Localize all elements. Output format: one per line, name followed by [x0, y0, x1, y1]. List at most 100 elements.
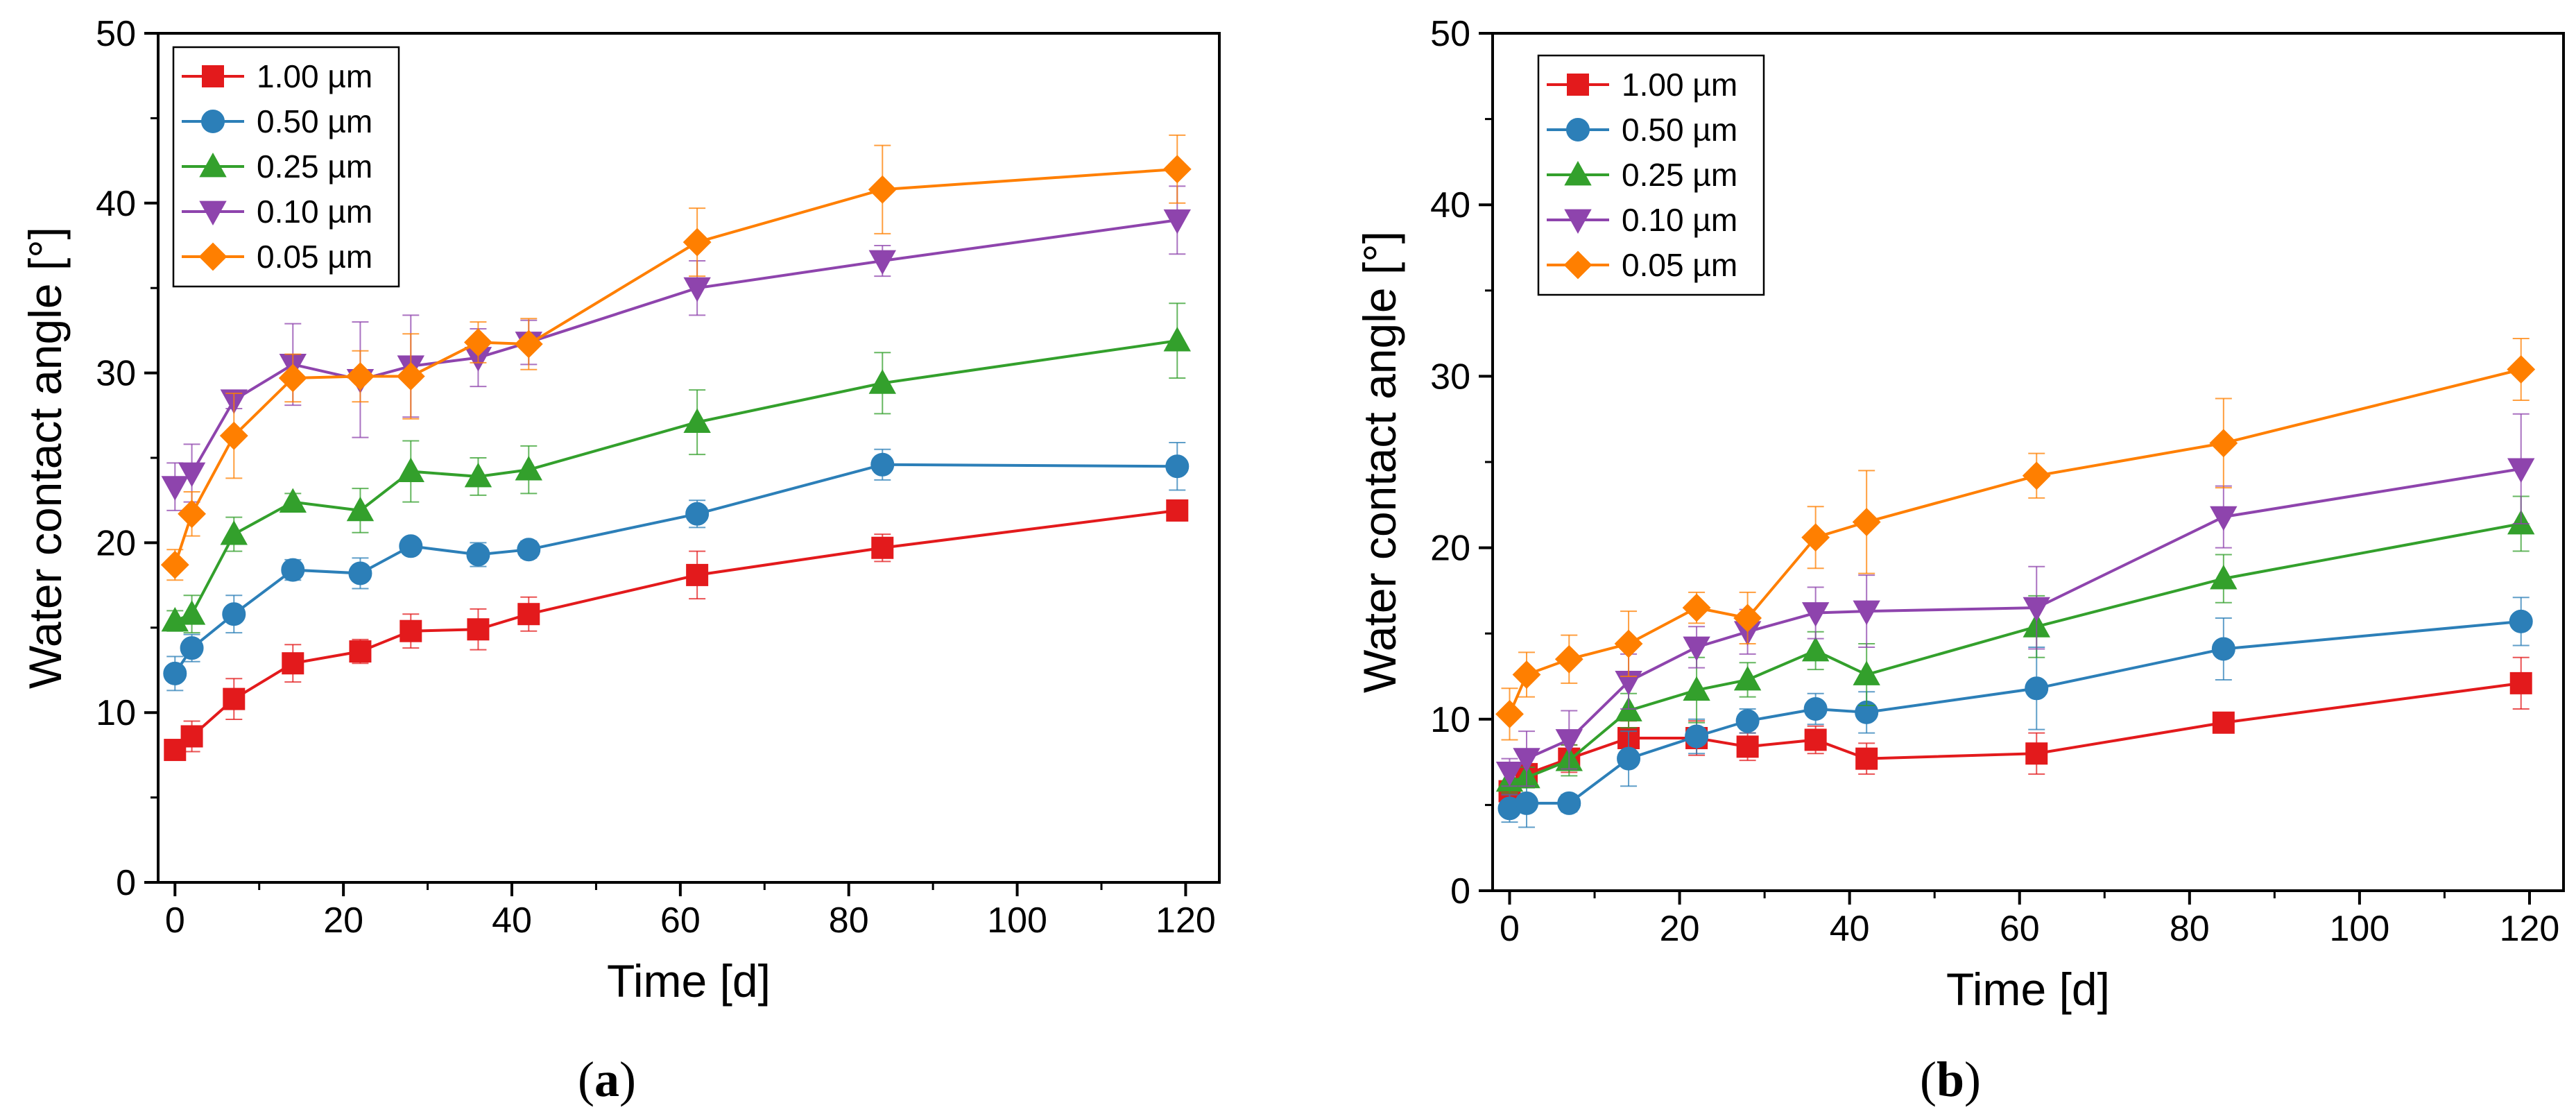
chart-a-legend-marker-3 — [199, 200, 227, 226]
chart-a-legend-marker-4 — [198, 242, 227, 271]
chart-b-point-1-5 — [1735, 709, 1760, 733]
chart-b-point-0-10 — [2509, 672, 2532, 694]
chart-b-point-1-4 — [1685, 724, 1709, 749]
chart-a-point-2-3 — [279, 488, 307, 513]
chart-a-legend-label-3: 0.10 µm — [257, 194, 372, 230]
chart-b-point-2-4 — [1683, 676, 1710, 701]
chart-a-point-4-8 — [682, 228, 712, 257]
chart-a-point-0-3 — [282, 652, 304, 675]
chart-b-point-3-1 — [1513, 748, 1540, 773]
chart-b-series-4 — [1495, 338, 2536, 741]
chart-a-point-1-3 — [281, 558, 305, 582]
chart-a-series-line-1 — [173, 463, 1178, 674]
chart-a-legend-marker-1 — [201, 110, 225, 133]
chart-b-ytick-label-1: 10 — [1430, 700, 1470, 740]
chart-a-point-1-6 — [466, 542, 490, 567]
chart-b-point-0-8 — [2025, 742, 2048, 765]
chart-b-xtick-label-4: 80 — [2170, 909, 2210, 949]
chart-a-point-2-6 — [464, 462, 492, 488]
chart-b-point-0-7 — [1855, 747, 1878, 770]
chart-a-point-4-3 — [278, 363, 307, 393]
chart-a-legend-marker-2 — [199, 152, 227, 178]
chart-b-point-4-6 — [1801, 523, 1830, 552]
chart-a-point-3-9 — [868, 250, 896, 275]
chart-a-xtick-label-1: 20 — [323, 900, 363, 941]
chart-b-point-4-5 — [1733, 604, 1762, 633]
chart-b-point-1-2 — [1557, 791, 1581, 815]
chart-a-point-1-8 — [685, 502, 710, 526]
caption-a: (a) — [578, 1052, 636, 1107]
chart-a-legend-label-0: 1.00 µm — [257, 58, 372, 94]
chart-a-point-4-1 — [178, 499, 206, 529]
chart-a-xtick-label-0: 0 — [165, 900, 185, 941]
chart-a-point-1-7 — [517, 538, 541, 562]
chart-b-series-line-1 — [1509, 619, 2521, 810]
chart-a-point-2-1 — [178, 600, 206, 625]
chart-b-point-4-4 — [1682, 593, 1711, 622]
chart-a-point-4-6 — [464, 328, 492, 357]
chart-a-ylabel: Water contact angle [°] — [19, 227, 71, 689]
chart-b-point-3-4 — [1683, 636, 1710, 662]
chart-b-xtick-label-5: 100 — [2330, 909, 2390, 949]
chart-a-point-0-9 — [871, 536, 894, 559]
chart-b-legend-marker-1 — [1566, 118, 1590, 142]
chart-b-point-3-2 — [1555, 729, 1583, 754]
chart-b-xtick-label-1: 20 — [1660, 909, 1700, 949]
chart-b-legend-marker-4 — [1563, 250, 1592, 280]
chart-b-ytick-label-5: 50 — [1430, 14, 1470, 54]
chart-b-point-1-9 — [2211, 637, 2235, 661]
chart-a-ytick-label-5: 50 — [96, 14, 136, 54]
chart-b-series-line-2 — [1509, 522, 2522, 782]
chart-a-xlabel: Time [d] — [607, 955, 771, 1007]
chart-a-point-1-1 — [180, 636, 204, 660]
chart-b-xtick-label-3: 60 — [2000, 909, 2040, 949]
chart-b-point-2-6 — [1801, 636, 1830, 662]
chart-a-point-2-9 — [868, 369, 896, 394]
chart-b-point-3-10 — [2507, 458, 2535, 483]
chart-b-point-4-7 — [1852, 508, 1881, 536]
chart-a-point-2-10 — [1163, 327, 1191, 352]
chart-a-point-1-10 — [1165, 454, 1190, 479]
chart-a-point-1-0 — [163, 661, 187, 685]
chart-b-point-3-6 — [1801, 602, 1830, 627]
chart-a-point-4-5 — [396, 362, 425, 391]
chart-a-point-0-2 — [223, 687, 246, 710]
chart-b-series-0 — [1498, 656, 2532, 813]
chart-b-ylabel: Water contact angle [°] — [1354, 231, 1405, 693]
chart-b-point-4-10 — [2507, 355, 2536, 384]
chart-b-point-4-3 — [1614, 629, 1643, 658]
chart-b-series-2 — [1495, 495, 2535, 794]
chart-b-point-3-8 — [2023, 597, 2050, 622]
chart-a-xtick-label-2: 40 — [492, 900, 532, 941]
chart-b-point-4-1 — [1512, 660, 1541, 689]
chart-b-legend-label-4: 0.05 µm — [1622, 247, 1737, 283]
chart-b-xtick-label-0: 0 — [1500, 909, 1520, 949]
chart-a-xtick-label-4: 80 — [829, 900, 869, 941]
chart-a-point-2-8 — [683, 408, 711, 433]
chart-b-series-line-4 — [1508, 368, 2522, 715]
chart-b-legend-label-1: 0.50 µm — [1622, 112, 1737, 148]
chart-b: 0 20 40 60 80 100 120 0 10 20 30 40 50 Time [d] Water … — [1354, 14, 2565, 1015]
chart-a-series-4 — [160, 134, 1192, 581]
chart-b-point-0-6 — [1804, 728, 1827, 751]
chart-b-point-2-5 — [1733, 665, 1762, 691]
chart-b-legend-label-2: 0.25 µm — [1622, 157, 1737, 193]
chart-a-point-0-5 — [400, 619, 422, 642]
chart-b-series-3 — [1495, 413, 2535, 787]
chart-b-point-1-1 — [1515, 791, 1539, 815]
chart-a-point-4-9 — [868, 175, 897, 204]
chart-a-point-0-1 — [180, 725, 203, 748]
chart-b-xtick-label-6: 120 — [2500, 909, 2560, 949]
chart-a-series-2 — [161, 302, 1191, 634]
chart-a-point-4-0 — [160, 550, 189, 579]
chart-b-legend-label-3: 0.10 µm — [1622, 202, 1737, 238]
chart-a-point-1-9 — [870, 452, 895, 477]
chart-b-point-3-9 — [2210, 506, 2238, 531]
chart-a-point-1-5 — [399, 534, 423, 558]
chart-a-xtick-label-6: 120 — [1156, 900, 1216, 941]
chart-a-point-2-2 — [220, 520, 248, 545]
chart-b-ytick-label-2: 20 — [1430, 529, 1470, 569]
chart-a-point-3-8 — [683, 277, 711, 302]
chart-b-point-1-8 — [2025, 676, 2049, 701]
chart-a-ytick-label-3: 30 — [96, 354, 136, 394]
